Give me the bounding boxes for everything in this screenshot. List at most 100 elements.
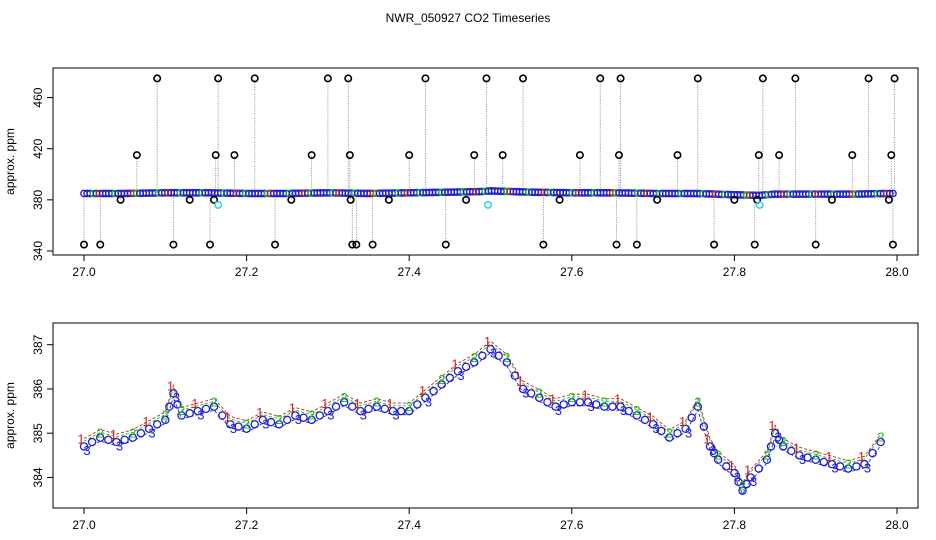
outlier-point — [887, 151, 896, 160]
data-point — [144, 424, 154, 434]
series-line-2 — [83, 343, 882, 487]
x-tick-label: 27.8 — [723, 518, 747, 532]
outlier-point — [346, 195, 355, 204]
outlier-point — [96, 240, 105, 249]
x-tick-label: 27.4 — [398, 518, 422, 532]
data-point — [746, 473, 755, 482]
series-marker-2: 2 — [210, 394, 217, 409]
series-marker-2: 2 — [97, 425, 104, 440]
outlier-point — [888, 240, 897, 249]
data-point — [169, 389, 178, 398]
series-marker-2: 2 — [406, 399, 413, 414]
series-marker-2: 2 — [276, 412, 283, 427]
series-marker-2: 2 — [633, 403, 640, 418]
data-point — [624, 406, 633, 416]
series-marker-2: 2 — [601, 394, 608, 409]
series-marker-1: 1 — [614, 392, 621, 407]
data-point — [730, 468, 739, 478]
series-marker-1: 1 — [516, 374, 523, 389]
outlier-point — [750, 240, 759, 249]
outlier-point — [462, 195, 471, 204]
plot-frame — [52, 67, 919, 256]
series-marker-3: 3 — [148, 425, 155, 440]
data-point — [734, 477, 743, 487]
data-point — [551, 402, 560, 411]
series-marker-3: 3 — [652, 421, 659, 436]
series-marker-2: 2 — [341, 390, 348, 405]
series-marker-1: 1 — [825, 449, 832, 464]
data-point — [128, 433, 138, 442]
outlier-point — [612, 240, 621, 249]
data-point — [575, 397, 585, 407]
series-marker-3: 3 — [116, 439, 123, 454]
data-point — [681, 424, 690, 434]
y-tick-label: 387 — [31, 334, 45, 354]
outlier-point — [344, 74, 353, 83]
data-point — [665, 433, 674, 442]
data-point — [819, 457, 829, 467]
data-point — [632, 411, 642, 420]
data-point — [722, 462, 731, 471]
series-marker-3: 3 — [83, 443, 90, 458]
series-marker-2: 2 — [812, 447, 819, 462]
series-marker-3: 3 — [295, 412, 302, 427]
data-point — [445, 373, 455, 383]
series-marker-1: 1 — [703, 432, 710, 447]
data-point — [648, 420, 658, 429]
outlier-point — [307, 151, 316, 160]
series-marker-3: 3 — [620, 403, 627, 418]
data-point — [315, 411, 325, 420]
series-marker-2: 2 — [438, 372, 445, 387]
outlier-point — [890, 74, 899, 83]
data-point — [364, 404, 373, 414]
series-marker-1: 1 — [484, 334, 491, 349]
series-marker-3: 3 — [864, 461, 871, 476]
data-point — [380, 404, 390, 414]
series-marker-2: 2 — [162, 408, 169, 423]
data-point — [331, 402, 341, 411]
data-point — [242, 424, 251, 434]
series-marker-2: 2 — [666, 425, 673, 440]
outlier-point — [632, 240, 641, 249]
series-marker-3: 3 — [197, 408, 204, 423]
outlier-point — [214, 74, 223, 83]
series-marker-1: 1 — [581, 387, 588, 402]
y-tick-label: 380 — [31, 190, 45, 210]
x-tick-label: 27.8 — [723, 265, 747, 279]
data-point — [291, 411, 300, 420]
outlier-point — [791, 74, 800, 83]
data-point — [787, 446, 796, 456]
series-marker-3: 3 — [327, 408, 334, 423]
series-marker-2: 2 — [373, 394, 380, 409]
outlier-point — [352, 240, 361, 249]
data-point — [307, 415, 316, 425]
data-point — [185, 409, 194, 418]
series-marker-1: 1 — [191, 396, 198, 411]
outlier-point — [211, 151, 220, 160]
baseline-point — [889, 189, 897, 198]
series-marker-1: 1 — [646, 409, 653, 424]
data-point — [87, 437, 97, 447]
series-marker-1: 1 — [858, 449, 865, 464]
outlier-point — [384, 195, 393, 204]
outlier-point — [482, 74, 491, 83]
outlier-point — [287, 195, 296, 204]
outlier-point — [323, 74, 332, 83]
data-point — [803, 453, 812, 462]
data-point — [762, 455, 772, 464]
data-point — [217, 411, 227, 420]
data-point — [413, 400, 422, 409]
data-point — [811, 455, 820, 464]
series-marker-3: 3 — [173, 390, 180, 405]
series-marker-3: 3 — [230, 421, 237, 436]
y-axis-label: approx. ppm — [3, 128, 17, 195]
series-marker-2: 2 — [739, 478, 746, 493]
x-tick-label: 27.2 — [235, 518, 259, 532]
outlier-point — [230, 151, 239, 160]
outlier-point — [348, 240, 357, 249]
data-point — [478, 351, 487, 361]
series-marker-2: 2 — [129, 425, 136, 440]
data-point — [518, 384, 528, 394]
series-marker-2: 2 — [694, 394, 701, 409]
series-marker-2: 2 — [503, 350, 510, 365]
